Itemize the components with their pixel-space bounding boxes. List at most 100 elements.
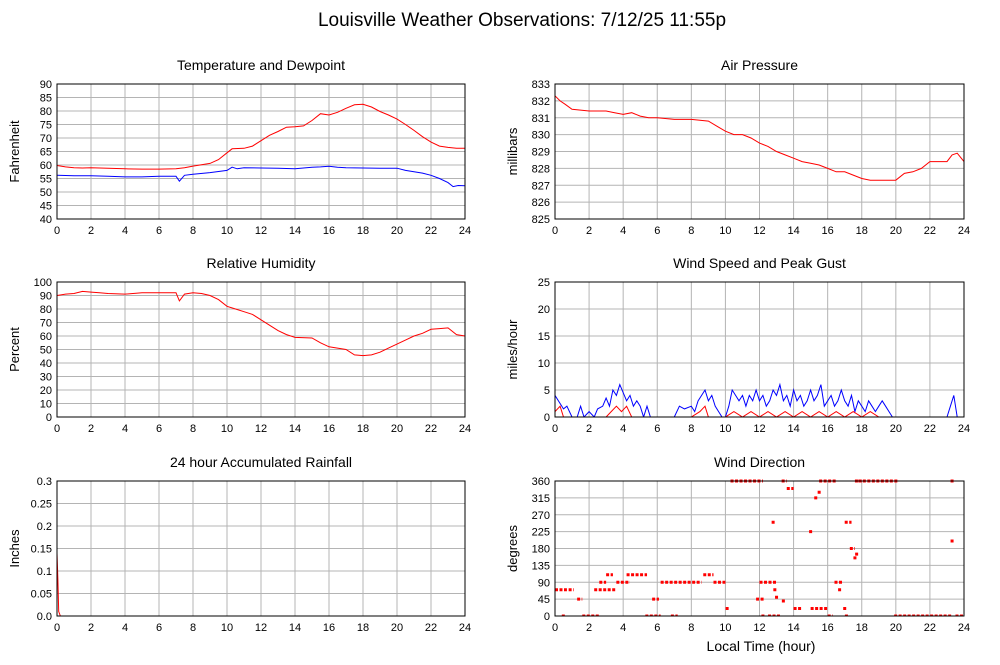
series-line-0 [57,552,465,616]
y-tick-label: 0.05 [31,589,52,601]
y-tick-label: 100 [34,277,52,289]
x-tick-label: 14 [289,622,301,634]
y-axis-label: Fahrenheit [7,120,22,183]
x-tick-label: 2 [88,225,94,237]
x-tick-label: 4 [620,622,626,634]
chart-title: Relative Humidity [207,255,316,271]
direction-point [843,607,847,610]
chart-title: Air Pressure [721,57,798,73]
x-tick-label: 24 [459,622,471,634]
x-tick-label: 10 [221,622,233,634]
data-layer [555,95,964,181]
x-tick-label: 22 [924,622,936,634]
y-tick-label: 0.0 [37,611,52,623]
x-tick-label: 22 [425,225,437,237]
x-tick-label: 2 [586,225,592,237]
x-tick-label: 24 [459,225,471,237]
x-tick-label: 12 [255,622,267,634]
y-tick-label: 40 [40,358,52,370]
y-tick-label: 10 [538,358,550,370]
y-tick-label: 70 [40,133,52,145]
y-tick-label: 0.15 [31,544,52,556]
x-tick-label: 18 [856,423,868,435]
x-tick-label: 8 [688,622,694,634]
chart-title: Wind Direction [714,454,805,470]
y-tick-label: 5 [544,385,550,397]
plot-frame [56,281,466,418]
x-tick-label: 4 [122,423,128,435]
x-tick-label: 8 [190,423,196,435]
y-axis-label: miles/hour [505,319,520,380]
x-tick-label: 2 [88,423,94,435]
y-tick-label: 65 [40,147,52,159]
x-tick-label: 16 [323,225,335,237]
data-layer [555,382,964,417]
x-tick-label: 22 [924,423,936,435]
y-tick-label: 315 [532,493,550,505]
x-tick-label: 16 [822,622,834,634]
y-tick-label: 0 [46,412,52,424]
y-tick-label: 828 [532,163,550,175]
y-tick-label: 0.3 [37,476,52,488]
x-tick-label: 6 [156,225,162,237]
x-tick-label: 24 [459,423,471,435]
y-tick-label: 829 [532,147,550,159]
x-tick-label: 10 [719,225,731,237]
chart-title: Temperature and Dewpoint [177,57,345,73]
x-tick-label: 4 [620,225,626,237]
x-tick-label: 22 [425,622,437,634]
x-tick-label: 6 [654,423,660,435]
x-tick-label: 6 [654,225,660,237]
x-tick-label: 16 [323,423,335,435]
x-tick-label: 10 [719,622,731,634]
x-tick-label: 0 [54,622,60,634]
y-tick-label: 225 [532,527,550,539]
y-axis-label: Inches [7,529,22,568]
y-tick-label: 50 [40,345,52,357]
data-layer [57,552,465,616]
x-tick-label: 18 [357,622,369,634]
y-tick-label: 85 [40,93,52,105]
x-tick-label: 4 [122,225,128,237]
y-axis-label: degrees [505,525,520,572]
y-tick-label: 50 [40,187,52,199]
data-layer [57,103,465,188]
shared-x-axis-label: Local Time (hour) [707,638,816,654]
y-tick-label: 90 [40,79,52,91]
plot-frame [56,83,466,220]
x-tick-label: 14 [787,225,799,237]
x-tick-label: 12 [255,423,267,435]
x-tick-label: 22 [924,225,936,237]
y-tick-label: 55 [40,174,52,186]
x-tick-label: 2 [586,423,592,435]
series-line-0 [57,290,465,357]
y-tick-label: 180 [532,544,550,556]
y-tick-label: 827 [532,180,550,192]
x-tick-label: 24 [958,225,970,237]
x-tick-label: 0 [552,225,558,237]
y-tick-label: 90 [40,291,52,303]
y-tick-label: 60 [40,160,52,172]
y-tick-label: 0.25 [31,499,52,511]
series-line-1 [555,405,964,417]
y-tick-label: 60 [40,331,52,343]
plot-frame [56,480,466,617]
x-tick-label: 10 [221,423,233,435]
x-tick-label: 0 [54,423,60,435]
x-tick-label: 0 [552,423,558,435]
y-tick-label: 0.1 [37,566,52,578]
y-tick-label: 30 [40,372,52,384]
series-line-0 [57,103,465,170]
plot-frame [554,480,965,617]
x-tick-label: 12 [255,225,267,237]
y-tick-label: 135 [532,560,550,572]
y-tick-label: 270 [532,510,550,522]
y-tick-label: 831 [532,113,550,125]
x-tick-label: 20 [890,225,902,237]
x-tick-label: 14 [289,423,301,435]
series-line-1 [57,165,465,188]
x-tick-label: 16 [822,225,834,237]
